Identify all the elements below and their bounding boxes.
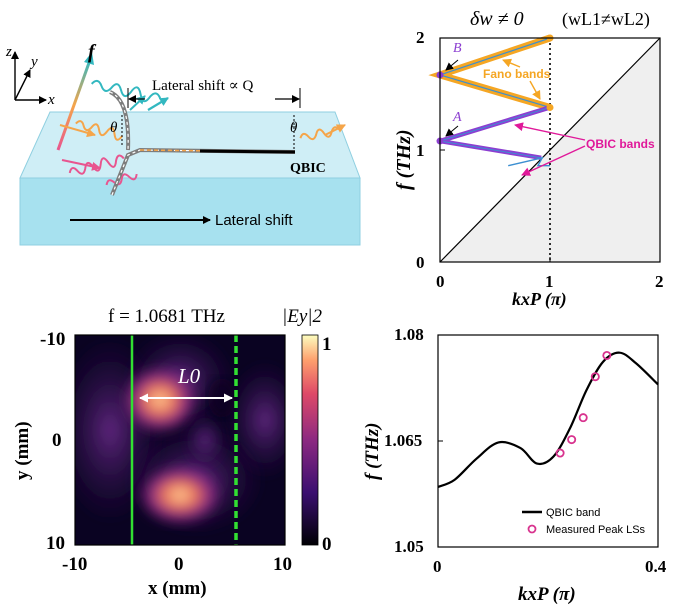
qbic-label: QBIC: [290, 161, 326, 176]
panel-c-ytick-0: 0: [52, 430, 62, 451]
annot-fano: Fano bands: [483, 67, 551, 81]
panel-d-ylabel: f (THz): [362, 422, 383, 480]
panel-c-xtick-10: 10: [273, 554, 292, 575]
waves: [59, 79, 346, 186]
coordinate-axes: z y x: [5, 44, 55, 108]
qbic-band-curve: [437, 351, 659, 488]
panel-d-xlabel: kxP (π): [518, 584, 576, 605]
measured-point: [590, 372, 600, 382]
colorbar-title: |Ey|2: [282, 306, 322, 327]
panel-b-title-left: δw ≠ 0: [470, 8, 524, 30]
panel-c-ytick-10: 10: [46, 533, 65, 554]
legend-marker-label: Measured Peak LSs: [546, 524, 646, 536]
theta-left: θ: [110, 120, 118, 136]
panel-b-series: [428, 34, 554, 167]
panel-c-ytick-neg10: -10: [40, 329, 65, 350]
panel-d-ytick-108: 1.08: [394, 325, 424, 344]
theta-right: θ: [290, 120, 298, 136]
panel-b-ticks: [439, 37, 661, 263]
panel-c-xtick-0: 0: [174, 554, 184, 575]
qbic-band-core: [439, 106, 551, 159]
heatmap-image: [75, 335, 285, 545]
axis-y-label: y: [29, 54, 38, 70]
panel-b-xtick-0: 0: [436, 272, 445, 291]
beam-paths: [109, 90, 296, 196]
panel-b-ylabel: f (THz): [393, 129, 415, 190]
colorbar: [301, 334, 319, 546]
measured-point: [567, 435, 577, 445]
panel-c-xtick-neg10: -10: [62, 554, 87, 575]
panel-b-xlabel: kxP (π): [512, 289, 567, 310]
fano-band-core: [438, 37, 551, 109]
shift-label: L0: [177, 364, 201, 388]
annot-qbic: QBIC bands: [586, 137, 655, 151]
axis-z-label: z: [5, 44, 12, 60]
legend-line-label: QBIC band: [546, 507, 600, 519]
panel-d-frame: [437, 334, 659, 548]
panel-a-schematic: z y x f: [5, 41, 361, 246]
point-label-b: B: [453, 41, 462, 56]
panel-d-series: [437, 334, 659, 548]
panel-c-ylabel: y (mm): [12, 421, 33, 480]
panel-d-legend: QBIC band Measured Peak LSs: [522, 507, 646, 536]
panel-b-ytick-1: 1: [416, 141, 425, 160]
colorbar-tick-1: 1: [322, 334, 332, 355]
measured-point: [555, 448, 565, 458]
panel-b-ytick-0: 0: [416, 253, 425, 272]
lateral-shift-arrow-label: Lateral shift: [215, 212, 293, 229]
panel-d-zoom: QBIC band Measured Peak LSs 1.05 1.065 1…: [362, 325, 667, 605]
panel-d-ytick-105: 1.05: [394, 537, 424, 556]
panel-d-xtick-0: 0: [433, 557, 442, 576]
panel-c-xlabel: x (mm): [148, 578, 207, 599]
panel-d-xtick-04: 0.4: [645, 557, 667, 576]
f-label: f: [88, 41, 97, 63]
measured-point: [602, 350, 612, 360]
panel-b-xtick-2: 2: [655, 272, 664, 291]
panel-b-title-right: (wL1≠wL2): [562, 9, 650, 30]
slab: [19, 111, 361, 246]
fano-junction-marker: [546, 103, 554, 111]
f-arrow: f: [56, 41, 97, 151]
measured-point: [578, 413, 588, 423]
lateral-shift-annotation: Lateral shift ∝ Q θ θ QBIC Lateral shift: [70, 78, 326, 229]
point-label-a: A: [452, 110, 462, 125]
colorbar-tick-0: 0: [322, 534, 332, 555]
axis-x-label: x: [47, 92, 55, 108]
lower-band-line: [508, 156, 550, 167]
panel-d-ytick-1065: 1.065: [384, 431, 422, 450]
panel-c-heatmap: f = 1.0681 THz |Ey|2 L0 1 0 -10 0 10 -10…: [12, 306, 332, 599]
panel-c-title: f = 1.0681 THz: [108, 306, 225, 327]
panel-b-ytick-2: 2: [416, 28, 425, 47]
panel-b-xtick-1: 1: [545, 272, 554, 291]
lateral-shift-formula: Lateral shift ∝ Q: [152, 78, 254, 94]
panel-b-bands: δw ≠ 0 (wL1≠wL2) B A Fano bands QBIC ban…: [393, 8, 664, 310]
